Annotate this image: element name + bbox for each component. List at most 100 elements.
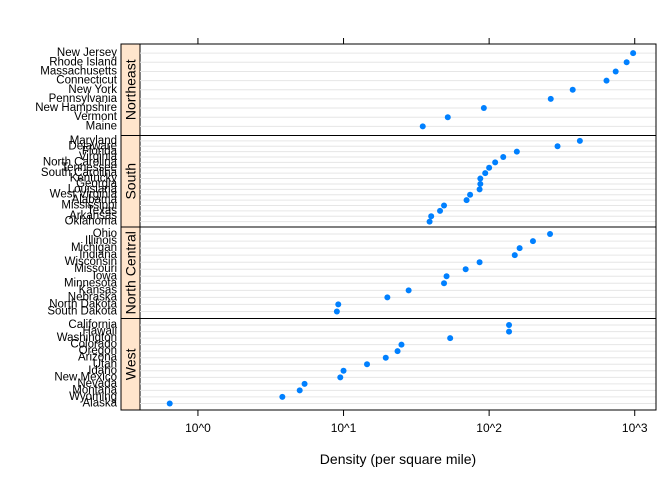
state-label: Illinois bbox=[85, 235, 117, 247]
state-label: New Hampshire bbox=[35, 102, 117, 114]
state-label: Alabama bbox=[72, 194, 118, 206]
data-point bbox=[419, 123, 426, 130]
state-label: Indiana bbox=[79, 249, 117, 261]
state-label: Nebraska bbox=[68, 291, 118, 303]
state-label: Ohio bbox=[93, 228, 117, 240]
state-label: Arizona bbox=[78, 352, 118, 364]
state-label: Montana bbox=[72, 384, 117, 396]
data-points bbox=[166, 50, 637, 407]
state-label: Idaho bbox=[88, 365, 117, 377]
state-label: California bbox=[68, 319, 117, 331]
state-label: Nevada bbox=[77, 378, 117, 390]
data-point bbox=[630, 50, 637, 57]
state-label: Kentucky bbox=[70, 173, 118, 185]
data-point bbox=[576, 137, 583, 144]
data-point bbox=[603, 77, 610, 84]
data-point bbox=[447, 335, 454, 342]
state-label: North Carolina bbox=[43, 156, 118, 168]
state-label: Connecticut bbox=[56, 75, 118, 87]
state-label: Minnesota bbox=[64, 277, 118, 289]
data-point bbox=[340, 367, 347, 374]
data-point bbox=[476, 186, 483, 193]
state-label: Kansas bbox=[79, 284, 118, 296]
data-point bbox=[529, 238, 536, 245]
state-label: Colorado bbox=[70, 339, 117, 351]
data-point bbox=[394, 348, 401, 355]
state-label: Maine bbox=[86, 120, 117, 132]
data-point bbox=[547, 95, 554, 102]
data-point bbox=[441, 280, 448, 287]
data-point bbox=[513, 148, 520, 155]
x-axis-title: Density (per square mile) bbox=[320, 451, 476, 467]
plot-frame bbox=[120, 43, 657, 411]
data-point bbox=[476, 259, 483, 266]
state-label: Texas bbox=[87, 205, 117, 217]
data-point bbox=[612, 68, 619, 75]
state-label: West Virginia bbox=[50, 189, 118, 201]
data-point bbox=[441, 202, 448, 209]
data-point bbox=[492, 159, 499, 166]
row-lines bbox=[140, 52, 656, 404]
x-tick-label: 10^0 bbox=[185, 421, 211, 435]
data-point bbox=[335, 301, 342, 308]
state-label: Michigan bbox=[71, 242, 117, 254]
data-point bbox=[506, 322, 513, 329]
state-label: Iowa bbox=[93, 270, 118, 282]
panel-frame bbox=[120, 135, 657, 228]
panel-strip-label: North Central bbox=[123, 231, 139, 314]
data-point bbox=[482, 170, 489, 177]
data-point bbox=[547, 231, 554, 238]
data-point bbox=[477, 180, 484, 187]
data-point bbox=[554, 143, 561, 150]
state-label: Florida bbox=[82, 146, 118, 158]
panel-strip-label: Northeast bbox=[123, 59, 139, 120]
state-label: Hawaii bbox=[82, 326, 117, 338]
state-label: Vermont bbox=[74, 111, 118, 123]
state-label: Pennsylvania bbox=[49, 93, 118, 105]
data-point bbox=[462, 266, 469, 273]
state-label: New Jersey bbox=[57, 47, 117, 59]
state-label: New York bbox=[68, 84, 117, 96]
data-point bbox=[333, 308, 340, 315]
state-label: Virginia bbox=[79, 151, 118, 163]
panel-frames bbox=[120, 43, 657, 411]
x-tick-label: 10^1 bbox=[331, 421, 357, 435]
state-label: Louisiana bbox=[68, 183, 118, 195]
data-point bbox=[500, 154, 507, 161]
state-label: North Dakota bbox=[49, 298, 117, 310]
data-point bbox=[516, 245, 523, 252]
x-tick-label: 10^3 bbox=[622, 421, 648, 435]
data-point bbox=[296, 387, 303, 394]
data-point bbox=[428, 213, 435, 220]
data-point bbox=[166, 400, 173, 407]
data-point bbox=[511, 252, 518, 259]
panel-strip-label: South bbox=[123, 163, 139, 200]
state-label: Alaska bbox=[82, 397, 117, 409]
state-label: Wyoming bbox=[69, 391, 117, 403]
data-point bbox=[426, 218, 433, 225]
data-point bbox=[398, 341, 405, 348]
state-label: Maryland bbox=[70, 135, 117, 147]
data-point bbox=[279, 393, 286, 400]
data-point bbox=[301, 380, 308, 387]
state-label: Oklahoma bbox=[65, 216, 118, 228]
x-axis: 10^0 10^1 10^2 10^3 bbox=[185, 38, 648, 435]
data-point bbox=[623, 59, 630, 66]
state-label: Massachusetts bbox=[40, 65, 117, 77]
panel-strip-label: West bbox=[123, 348, 139, 380]
state-label: Tennessee bbox=[61, 162, 117, 174]
data-point bbox=[480, 105, 487, 112]
data-point bbox=[337, 374, 344, 381]
data-point bbox=[486, 164, 493, 171]
state-label: Mississippi bbox=[61, 199, 117, 211]
data-point bbox=[382, 354, 389, 361]
data-point bbox=[443, 273, 450, 280]
state-label: Arkansas bbox=[69, 210, 117, 222]
data-point bbox=[405, 287, 412, 294]
data-point bbox=[437, 207, 444, 214]
state-label: Wisconsin bbox=[65, 256, 117, 268]
x-tick-label: 10^2 bbox=[476, 421, 502, 435]
state-label: Rhode Island bbox=[49, 56, 117, 68]
